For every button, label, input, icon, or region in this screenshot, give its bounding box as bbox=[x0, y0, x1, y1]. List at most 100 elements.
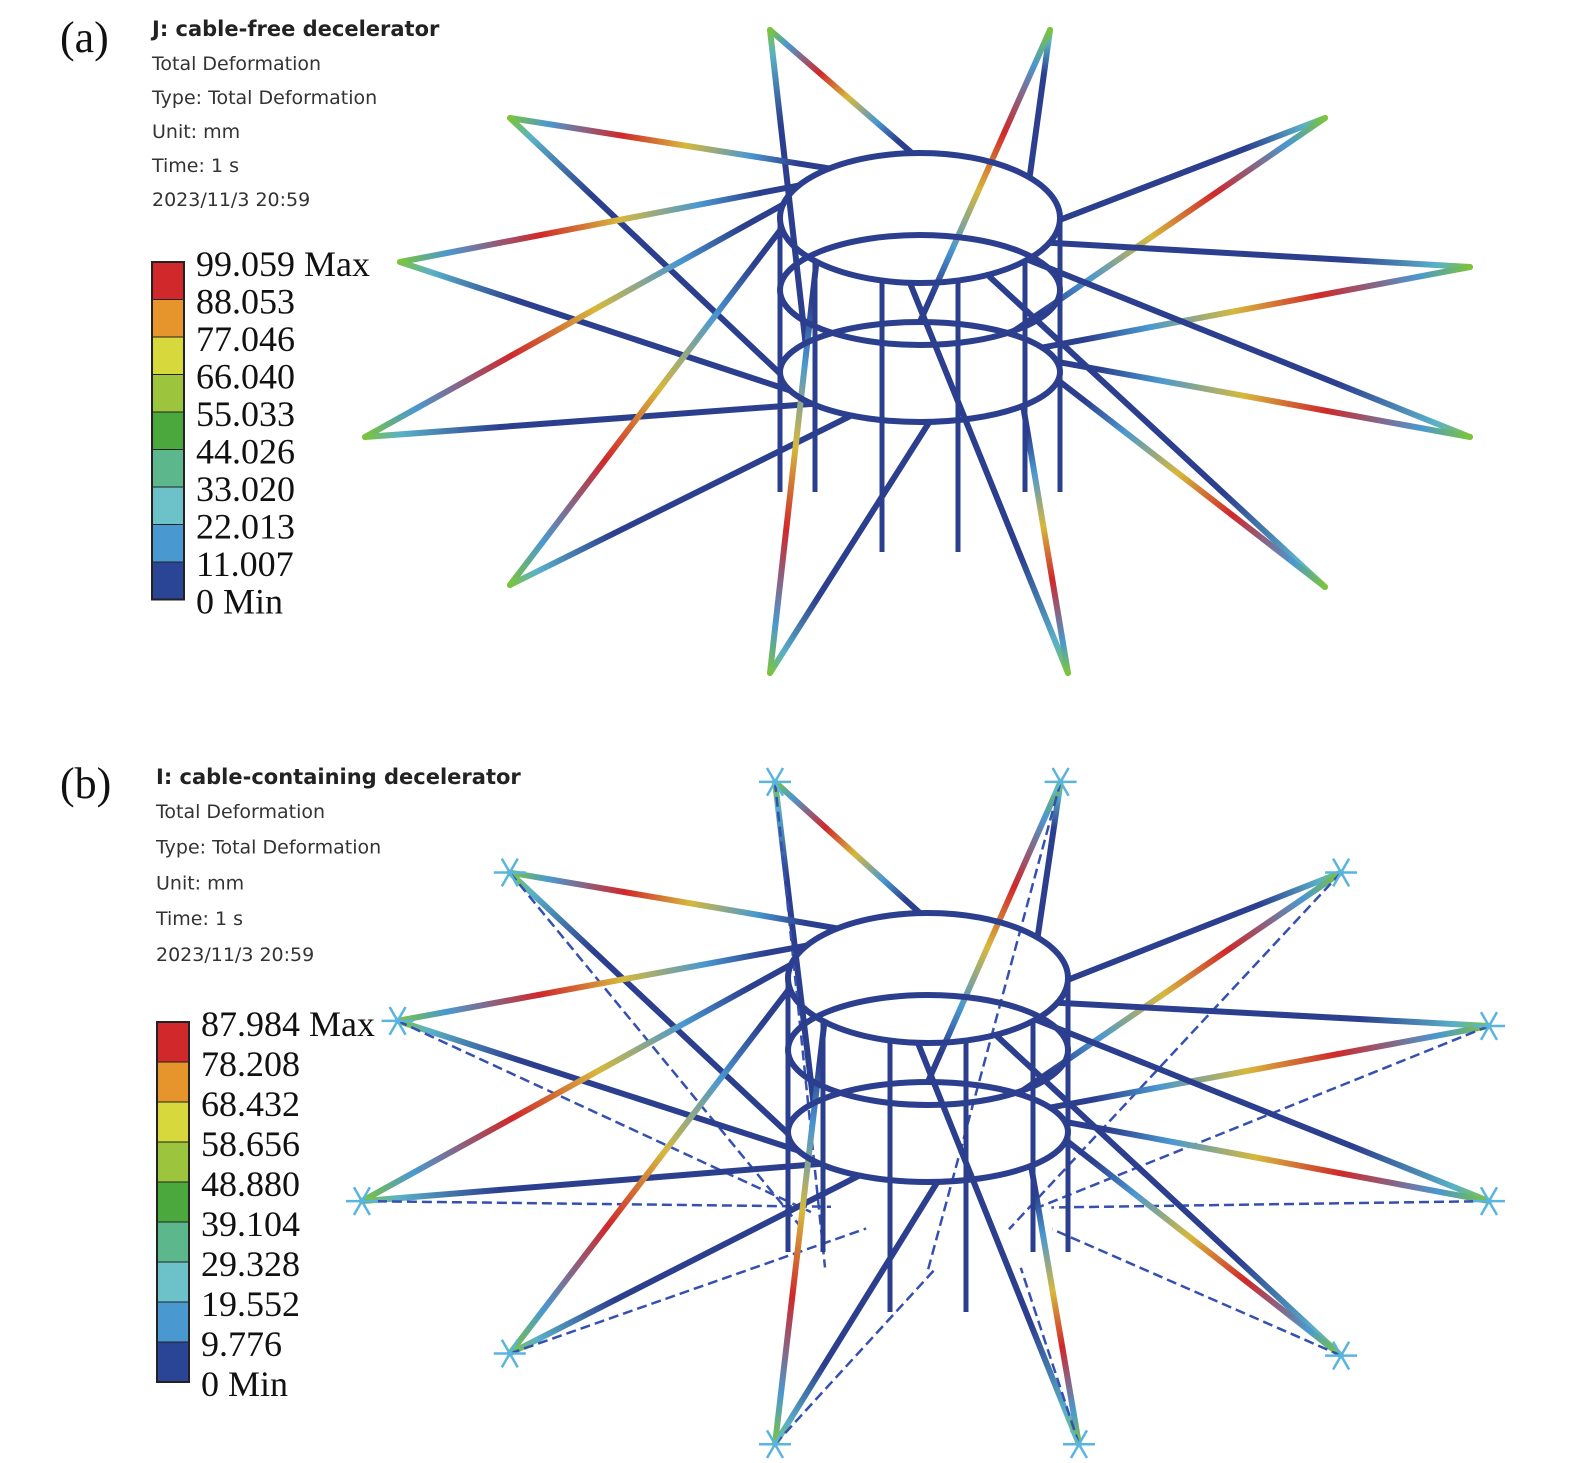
arm bbox=[362, 201, 787, 440]
panel: (b) I: cable-containing decelerator Total … bbox=[60, 759, 1505, 1459]
arm bbox=[506, 869, 841, 932]
info-line: Total Deformation bbox=[155, 801, 325, 823]
legend-band bbox=[151, 411, 185, 450]
legend-label: 44.026 bbox=[196, 432, 295, 472]
panel: (a) J: cable-free decelerator Total Deform… bbox=[60, 13, 1473, 676]
cable bbox=[1051, 1199, 1490, 1209]
legend-label: 99.059 Max bbox=[196, 244, 370, 284]
info-line: Unit: mm bbox=[152, 121, 240, 143]
arm bbox=[924, 778, 1064, 1085]
legend-band bbox=[156, 1061, 190, 1103]
legend-label: 39.104 bbox=[201, 1204, 300, 1244]
anchor-mark bbox=[1479, 1186, 1499, 1216]
arm bbox=[772, 1178, 941, 1448]
arm bbox=[1063, 1137, 1345, 1359]
legend-band bbox=[151, 336, 185, 375]
anchor-mark bbox=[765, 767, 785, 797]
arm bbox=[358, 1160, 824, 1205]
arm bbox=[1028, 1162, 1082, 1448]
arm bbox=[1054, 358, 1473, 440]
legend-label: 87.984 Max bbox=[201, 1004, 375, 1044]
cable bbox=[1051, 1228, 1342, 1357]
arm bbox=[992, 1031, 1345, 1359]
arm bbox=[362, 400, 816, 440]
arm bbox=[772, 778, 924, 917]
anchor-mark bbox=[1332, 858, 1351, 888]
arm bbox=[1007, 115, 1328, 337]
arm bbox=[1064, 869, 1345, 983]
info-line: Unit: mm bbox=[156, 872, 244, 894]
arm bbox=[1055, 377, 1328, 590]
panel-title: J: cable-free decelerator bbox=[150, 17, 440, 41]
legend-label: 48.880 bbox=[201, 1164, 300, 1204]
cable bbox=[509, 1227, 867, 1355]
info-line: 2023/11/3 20:59 bbox=[156, 944, 314, 966]
arm bbox=[394, 1017, 801, 1154]
arm bbox=[906, 279, 1071, 676]
arm bbox=[914, 1039, 1082, 1448]
arm bbox=[1046, 239, 1473, 270]
arm bbox=[767, 27, 916, 157]
legend-band bbox=[156, 1101, 190, 1143]
info-line: 2023/11/3 20:59 bbox=[152, 189, 310, 211]
panel-title: I: cable-containing decelerator bbox=[156, 765, 521, 789]
cable bbox=[397, 1019, 812, 1214]
arm bbox=[1015, 869, 1345, 1097]
legend-label: 88.053 bbox=[196, 282, 295, 322]
arm bbox=[767, 418, 933, 676]
arm bbox=[506, 1172, 863, 1357]
arm bbox=[507, 412, 855, 588]
legend-label: 55.033 bbox=[196, 394, 295, 434]
info-line: Time: 1 s bbox=[151, 155, 239, 177]
arm bbox=[984, 271, 1328, 590]
arm bbox=[1020, 402, 1071, 676]
ring bbox=[777, 319, 1063, 425]
legend-band bbox=[156, 1301, 190, 1343]
arm bbox=[358, 961, 795, 1205]
arm bbox=[916, 27, 1053, 326]
cable bbox=[926, 781, 1062, 1271]
arm bbox=[397, 182, 802, 265]
anchor-mark bbox=[1069, 1429, 1089, 1459]
structure bbox=[345, 767, 1505, 1459]
anchor-mark bbox=[500, 858, 519, 888]
arm bbox=[767, 258, 820, 676]
panel-label: (b) bbox=[60, 759, 111, 808]
cable bbox=[1019, 1267, 1081, 1445]
legend-label: 78.208 bbox=[201, 1044, 300, 1084]
info-line: Type: Total Deformation bbox=[155, 837, 381, 859]
legend-label: 11.007 bbox=[196, 544, 294, 584]
legend-band bbox=[151, 449, 185, 488]
info-line: Type: Total Deformation bbox=[151, 87, 377, 109]
legend-frame bbox=[151, 261, 185, 601]
arm bbox=[507, 225, 785, 588]
legend-label: 77.046 bbox=[196, 319, 295, 359]
legend-band bbox=[151, 299, 185, 338]
legend-band bbox=[151, 374, 185, 413]
info-line: Total Deformation bbox=[151, 53, 321, 75]
arm bbox=[1039, 264, 1473, 351]
legend-label: 22.013 bbox=[196, 507, 295, 547]
anchor-mark bbox=[1332, 1341, 1351, 1371]
arm bbox=[1024, 256, 1473, 440]
legend-band bbox=[151, 561, 185, 600]
legend-label: 29.328 bbox=[201, 1244, 300, 1284]
legend-band bbox=[156, 1221, 190, 1263]
legend-label: 19.552 bbox=[201, 1284, 300, 1324]
arm bbox=[772, 1018, 828, 1448]
anchor-mark bbox=[1051, 767, 1070, 797]
arm bbox=[1056, 115, 1328, 223]
ring bbox=[785, 1079, 1071, 1185]
anchor-mark bbox=[765, 1429, 785, 1459]
arm bbox=[507, 115, 833, 172]
info-line: Time: 1 s bbox=[155, 908, 243, 930]
anchor-mark bbox=[500, 1339, 519, 1369]
arm bbox=[397, 259, 793, 394]
legend-label: 0 Min bbox=[201, 1364, 288, 1404]
legend-band bbox=[156, 1341, 190, 1383]
legend-label: 66.040 bbox=[196, 357, 295, 397]
arm bbox=[1047, 1023, 1492, 1111]
ring bbox=[777, 150, 1063, 286]
legend-band bbox=[151, 486, 185, 525]
